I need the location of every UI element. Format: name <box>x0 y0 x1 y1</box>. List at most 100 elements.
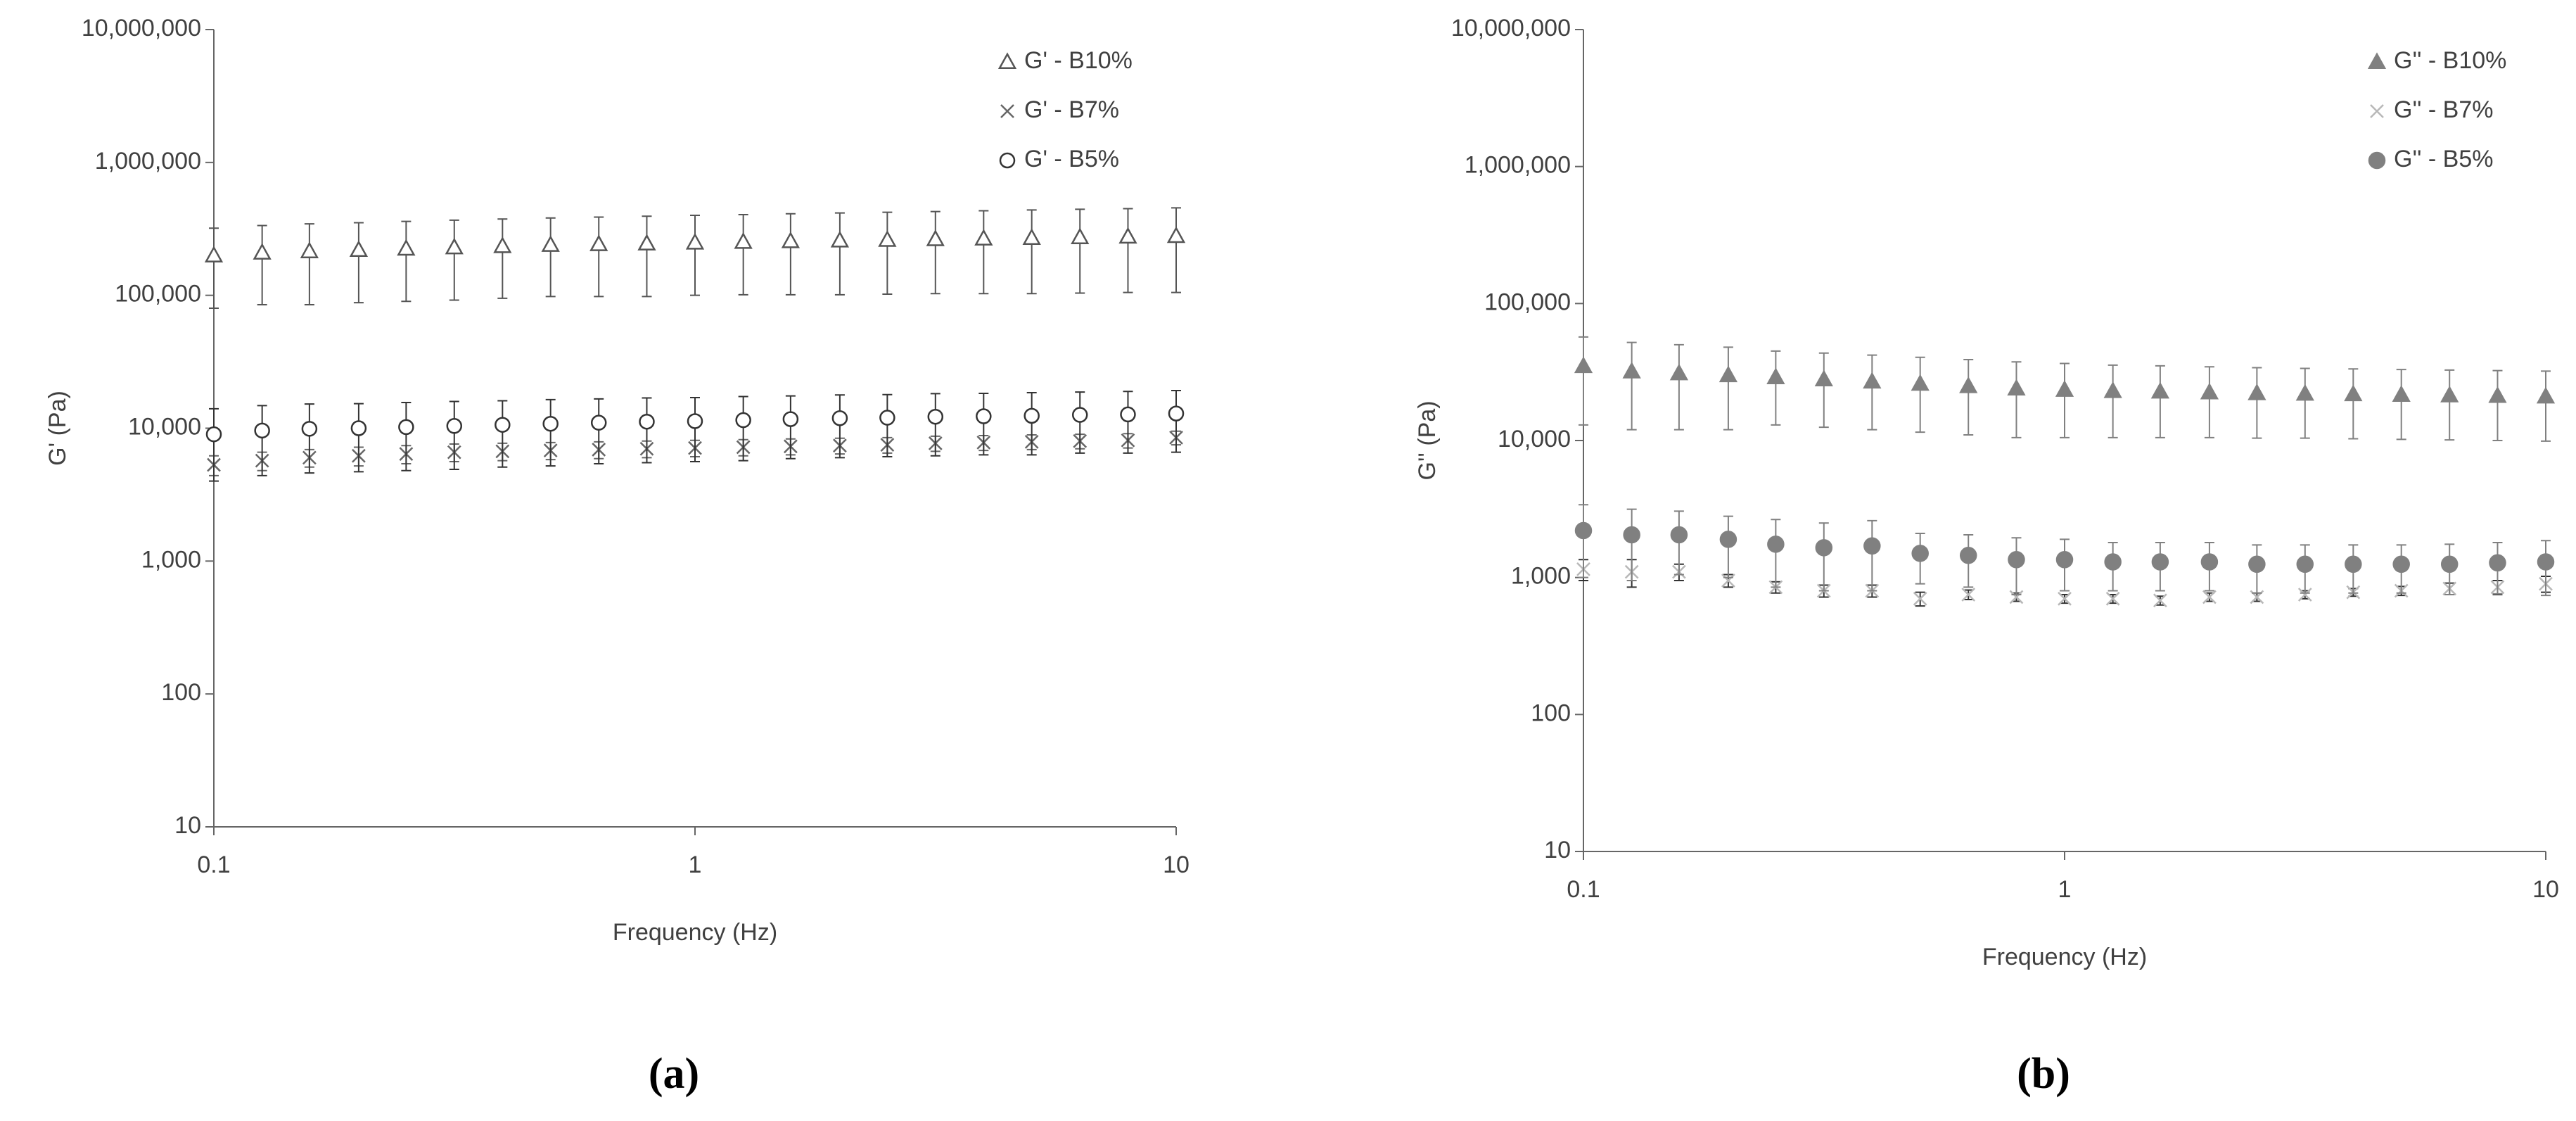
point <box>2440 386 2459 403</box>
point <box>446 418 463 434</box>
error-bar <box>1818 522 1829 592</box>
panel-label: (b) <box>2017 1050 2070 1098</box>
error-bar <box>594 398 604 465</box>
point <box>1670 526 1688 544</box>
point <box>2392 385 2411 402</box>
error-bar <box>594 216 604 298</box>
point <box>927 408 944 425</box>
error-bar <box>1026 392 1037 456</box>
point <box>1669 363 1689 381</box>
x-axis-label: Frequency (Hz) <box>1982 944 2147 970</box>
error-bar <box>785 395 796 460</box>
error-bar <box>690 396 700 463</box>
point <box>2200 382 2219 400</box>
error-bar <box>2541 370 2551 442</box>
point <box>1913 591 1927 606</box>
point <box>1911 374 1930 391</box>
y-tick-label: 1,000,000 <box>95 148 201 175</box>
point <box>2007 379 2026 396</box>
error-bar <box>2155 365 2165 438</box>
point <box>2202 590 2217 604</box>
point <box>976 408 992 424</box>
error-bar <box>930 210 941 295</box>
point <box>397 239 416 256</box>
y-axis-label: G'' (Pa) <box>1414 400 1441 480</box>
point <box>2055 551 2074 569</box>
legend-label: G'' - B5% <box>2394 146 2493 172</box>
point <box>1961 588 1976 602</box>
y-tick-label: 100 <box>161 679 201 706</box>
y-tick-label: 10,000,000 <box>82 15 201 42</box>
point <box>830 231 850 248</box>
error-bar <box>353 403 364 473</box>
error-bar <box>2396 369 2406 441</box>
x-tick-label: 0.1 <box>197 851 230 878</box>
y-tick-label: 1,000 <box>141 546 201 573</box>
point <box>1168 405 1185 422</box>
point <box>253 243 272 260</box>
error-bar <box>834 212 845 296</box>
point <box>204 246 224 262</box>
error-bar <box>785 213 796 296</box>
y-tick-label: 10 <box>174 812 201 839</box>
point <box>589 234 608 251</box>
error-bar <box>690 214 700 296</box>
y-axis-label: G' (Pa) <box>44 391 71 466</box>
point <box>2008 551 2025 569</box>
point <box>1719 531 1737 548</box>
error-bar <box>257 405 267 476</box>
error-bar <box>449 400 459 471</box>
point <box>2200 553 2219 571</box>
error-bar <box>209 227 219 309</box>
point <box>300 241 319 258</box>
legend-marker <box>1000 104 1014 118</box>
legend-label: G'' - B7% <box>2394 96 2493 123</box>
legend-marker <box>2370 104 2384 118</box>
point <box>1166 226 1186 243</box>
point <box>2153 593 2167 608</box>
error-bar <box>1818 352 1829 429</box>
point <box>2296 555 2314 574</box>
y-tick-label: 10,000,000 <box>1451 15 1571 42</box>
point <box>590 414 607 431</box>
point <box>398 419 414 436</box>
point <box>1814 369 1833 387</box>
x-tick-label: 10 <box>2532 876 2559 903</box>
error-bar <box>2108 364 2118 438</box>
x-tick-label: 1 <box>689 851 702 878</box>
point <box>495 417 511 433</box>
error-bar <box>1026 209 1037 295</box>
point <box>687 413 703 429</box>
error-bar <box>834 394 845 459</box>
error-bar <box>1075 208 1085 294</box>
x-tick-label: 0.1 <box>1567 876 1600 903</box>
x-axis-label: Frequency (Hz) <box>613 919 777 946</box>
error-bar <box>353 222 364 304</box>
y-tick-label: 100,000 <box>1484 289 1571 315</box>
point <box>2151 553 2169 571</box>
point <box>1623 526 1640 544</box>
x-tick-label: 1 <box>2058 876 2072 903</box>
point <box>1766 367 1785 385</box>
point <box>2344 384 2363 402</box>
error-bar <box>1626 508 1637 582</box>
error-bar <box>642 397 652 464</box>
point <box>2488 386 2507 403</box>
point <box>831 410 848 426</box>
error-bar <box>1723 346 1733 431</box>
error-bar <box>401 220 412 303</box>
point <box>1574 521 1593 540</box>
error-bar <box>2011 361 2022 438</box>
error-bar <box>2204 366 2214 438</box>
error-bar <box>1915 356 1925 433</box>
error-bar <box>1963 358 1974 436</box>
point <box>2440 555 2459 574</box>
y-tick-label: 1,000,000 <box>1465 152 1571 179</box>
point <box>1959 547 1977 564</box>
error-bar <box>882 393 893 458</box>
error-bar <box>1579 504 1588 578</box>
legend-marker <box>997 52 1017 70</box>
y-tick-label: 100 <box>1531 699 1571 726</box>
point <box>1120 406 1136 423</box>
